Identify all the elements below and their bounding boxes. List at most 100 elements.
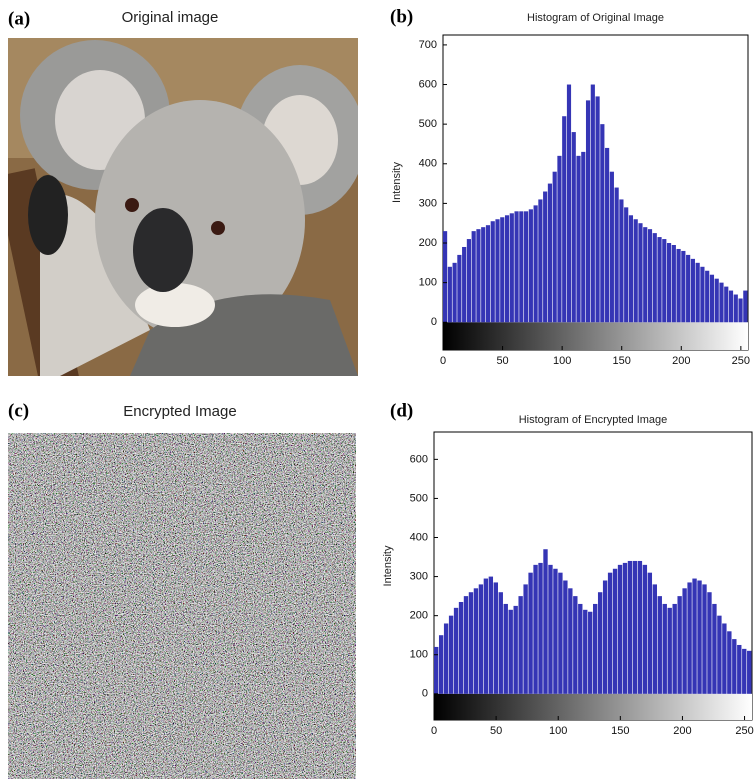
bar	[483, 578, 489, 694]
bar	[509, 213, 514, 323]
bar	[495, 219, 500, 323]
bar	[682, 588, 687, 694]
panel-label: (c)	[8, 400, 29, 421]
chart-title: Histogram of Encrypted Image	[519, 414, 668, 426]
y-axis-label: Intensity	[382, 545, 394, 586]
bar	[490, 221, 495, 323]
y-tick-label: 300	[419, 197, 437, 209]
bar	[443, 231, 448, 323]
bar	[434, 646, 439, 694]
bar	[712, 603, 717, 694]
bar	[727, 631, 732, 694]
bar	[443, 623, 449, 694]
bar	[514, 211, 519, 323]
bar	[614, 187, 619, 323]
bar	[568, 588, 573, 694]
bar	[578, 603, 583, 694]
bar	[452, 262, 457, 323]
y-tick-label: 500	[410, 492, 428, 504]
bar	[573, 596, 578, 694]
bar	[600, 124, 605, 323]
bar	[672, 603, 677, 694]
panel-label: (d)	[390, 400, 413, 421]
bar	[466, 239, 471, 323]
y-tick-label: 200	[419, 237, 437, 249]
y-tick-label: 100	[410, 649, 428, 661]
bar	[593, 603, 598, 694]
x-tick-label: 250	[735, 725, 753, 737]
bar	[605, 147, 610, 323]
bar	[457, 254, 462, 323]
bar	[624, 207, 629, 323]
x-tick-label: 0	[440, 355, 446, 367]
x-tick-label: 50	[490, 725, 502, 737]
bar	[728, 290, 734, 323]
bar	[724, 286, 729, 323]
bar	[458, 601, 464, 694]
bar	[447, 266, 452, 323]
y-tick-label: 400	[410, 531, 428, 543]
bar	[500, 217, 505, 323]
bar	[677, 596, 682, 694]
bar	[463, 596, 469, 694]
bar	[473, 588, 479, 694]
encrypted-image	[8, 433, 356, 779]
koala-image	[8, 38, 358, 376]
bar	[714, 278, 719, 323]
bar	[709, 274, 715, 323]
bar	[547, 183, 553, 323]
bar	[524, 211, 529, 323]
x-tick-label: 50	[496, 355, 508, 367]
bar	[638, 223, 643, 323]
bar	[738, 298, 743, 323]
y-tick-label: 200	[410, 610, 428, 622]
bar	[504, 215, 510, 323]
bar	[671, 245, 676, 323]
bar	[657, 237, 662, 323]
bar	[563, 580, 568, 694]
y-tick-label: 600	[419, 78, 437, 90]
bar	[642, 564, 648, 694]
bar	[737, 644, 742, 694]
bar	[667, 607, 672, 694]
bar	[697, 580, 702, 694]
bar	[503, 603, 508, 694]
y-tick-label: 400	[419, 158, 437, 170]
bar	[493, 582, 498, 694]
bar	[453, 607, 459, 694]
bar	[692, 578, 697, 694]
bar	[566, 84, 572, 323]
bar	[666, 243, 672, 323]
bar	[695, 262, 700, 323]
x-tick-label: 100	[549, 725, 567, 737]
bar	[468, 592, 474, 694]
bar	[627, 560, 633, 694]
bar	[609, 171, 614, 323]
bar	[632, 560, 638, 694]
bar	[481, 227, 486, 323]
y-tick-label: 300	[410, 570, 428, 582]
bar	[476, 229, 481, 323]
bar	[628, 215, 634, 323]
bar	[585, 100, 591, 323]
bar	[462, 246, 467, 323]
bar	[552, 171, 557, 323]
bar	[633, 219, 638, 323]
bar	[595, 96, 600, 323]
bar	[478, 584, 484, 694]
bar	[702, 584, 707, 694]
bar	[523, 584, 528, 694]
bar	[647, 572, 653, 694]
bar	[643, 227, 648, 323]
y-tick-label: 500	[419, 118, 437, 130]
bar	[647, 229, 653, 323]
bar	[676, 248, 681, 323]
bar	[657, 596, 662, 694]
bar	[687, 582, 692, 694]
bar	[488, 576, 494, 694]
bar	[518, 596, 523, 694]
bar	[662, 239, 667, 323]
y-axis-label: Intensity	[391, 162, 403, 203]
bar	[743, 290, 748, 323]
